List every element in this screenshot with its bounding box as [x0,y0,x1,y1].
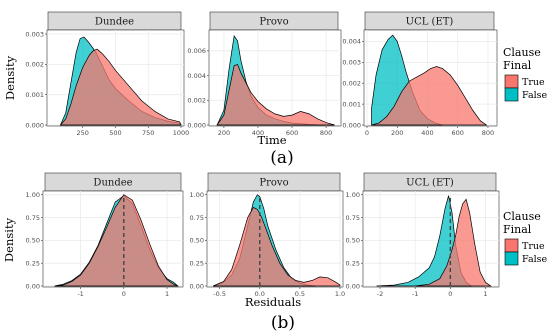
y-tick-label: 0.75 [346,214,360,222]
y-tick-label: 0.000 [187,121,206,129]
y-tick-label: 0.002 [25,61,44,69]
x-tick-label: 0 [365,129,369,137]
y-tick-label: 0.000 [342,121,361,129]
legend-title-line2: Final [503,223,532,236]
x-tick-label: 800 [320,129,332,137]
y-tick-label: 0.25 [26,259,40,267]
facet-panel-a-1: Provo 200 400 600 800 0.000 0.002 0.004 0.006 [187,11,342,137]
density-area-true [54,194,178,287]
legend-label-false: False [522,90,548,101]
y-tick-label: 0.00 [346,282,360,290]
x-tick-label: 250 [77,129,89,137]
y-tick-label: 1.00 [346,191,360,199]
x-tick-label: 400 [421,129,433,137]
x-tick-label: 1 [165,290,169,298]
y-tick-label: 1.00 [190,191,204,199]
facet-panel-a-0: Dundee 250 500 750 1000 0.000 0.001 0.002 0.003 [25,11,190,137]
legend-key-false [504,251,519,266]
facet-title: UCL (ET) [406,178,454,189]
x-axis-title: Time [257,133,286,147]
y-axis-title: Density [3,55,17,100]
x-tick-label: 0 [122,290,126,298]
x-tick-label: -0.5 [213,290,226,298]
legend-label-false: False [522,254,548,265]
y-tick-label: 0.00 [26,282,40,290]
y-tick-label: 0.004 [342,38,361,46]
x-tick-label: 200 [218,129,230,137]
y-tick-label: 0.001 [25,91,44,99]
y-tick-label: 0.75 [26,214,40,222]
x-tick-label: 600 [286,129,298,137]
legend-title-line1: Clause [503,210,541,223]
y-tick-label: 1.00 [26,191,40,199]
facet-title: Provo [259,178,288,189]
facet-panel-b-4: Provo -0.5 0.0 0.5 1.0 0.00 0.25 0.50 0.75 1.00 [190,172,345,298]
facet-panel-b-5: UCL (ET) -2 -1 0 1 0.00 0.25 0.50 0.75 1.00 [346,172,500,298]
y-axis-title: Density [2,217,16,262]
x-tick-label: 800 [482,129,494,137]
facet-title: Dundee [95,17,134,28]
legend-label-true: True [522,241,545,252]
x-tick-label: 0.0 [255,290,265,298]
x-tick-label: 1 [483,290,487,298]
y-tick-label: 0.000 [25,121,44,129]
legend-label-true: True [522,77,545,88]
y-tick-label: 0.25 [346,259,360,267]
x-tick-label: -2 [377,290,383,298]
y-tick-label: 0.001 [342,100,361,108]
y-tick-label: 0.006 [187,47,206,55]
facet-title: UCL (ET) [406,17,454,28]
density-area-true [415,198,492,287]
y-tick-label: 0.002 [342,80,361,88]
x-tick-label: 0.5 [295,290,305,298]
x-tick-label: -1 [412,290,418,298]
density-area-true [59,48,182,126]
facet-panel-b-3: Dundee -1 0 1 0.00 0.25 0.50 0.75 1.00 [26,172,184,298]
x-tick-label: 400 [252,129,264,137]
x-axis-title: Residuals [245,295,301,309]
x-tick-label: 0 [448,290,452,298]
y-tick-label: 0.50 [190,237,204,245]
density-area-true [213,207,341,287]
y-tick-label: 0.75 [190,214,204,222]
y-tick-label: 0.002 [187,97,206,105]
density-area-true [371,66,488,126]
y-tick-label: 0.50 [346,237,360,245]
x-tick-label: -1 [77,290,83,298]
legend-key-true [504,238,519,253]
x-tick-label: 1.0 [335,290,345,298]
subfigure-label: (b) [271,313,295,333]
density-area-true [216,63,335,126]
y-tick-label: 0.50 [26,237,40,245]
facet-title: Provo [259,17,288,28]
y-tick-label: 0.004 [187,72,206,80]
y-tick-label: 0.25 [190,259,204,267]
legend-title-line2: Final [503,59,532,72]
x-tick-label: 500 [109,129,121,137]
facet-panel-a-2: UCL (ET) 0 200 400 600 800 0.000 0.001 0.002 0.00… [342,11,498,137]
x-tick-label: 1000 [173,129,190,137]
x-tick-label: 200 [391,129,403,137]
y-tick-label: 0.003 [25,30,44,38]
legend-title-line1: Clause [503,46,541,59]
x-tick-label: 750 [142,129,154,137]
legend-key-false [504,87,519,102]
legend-key-true [504,74,519,89]
facet-title: Dundee [93,178,132,189]
x-tick-label: 600 [452,129,464,137]
y-tick-label: 0.00 [190,282,204,290]
subfigure-label: (a) [270,148,293,168]
y-tick-label: 0.003 [342,59,361,67]
